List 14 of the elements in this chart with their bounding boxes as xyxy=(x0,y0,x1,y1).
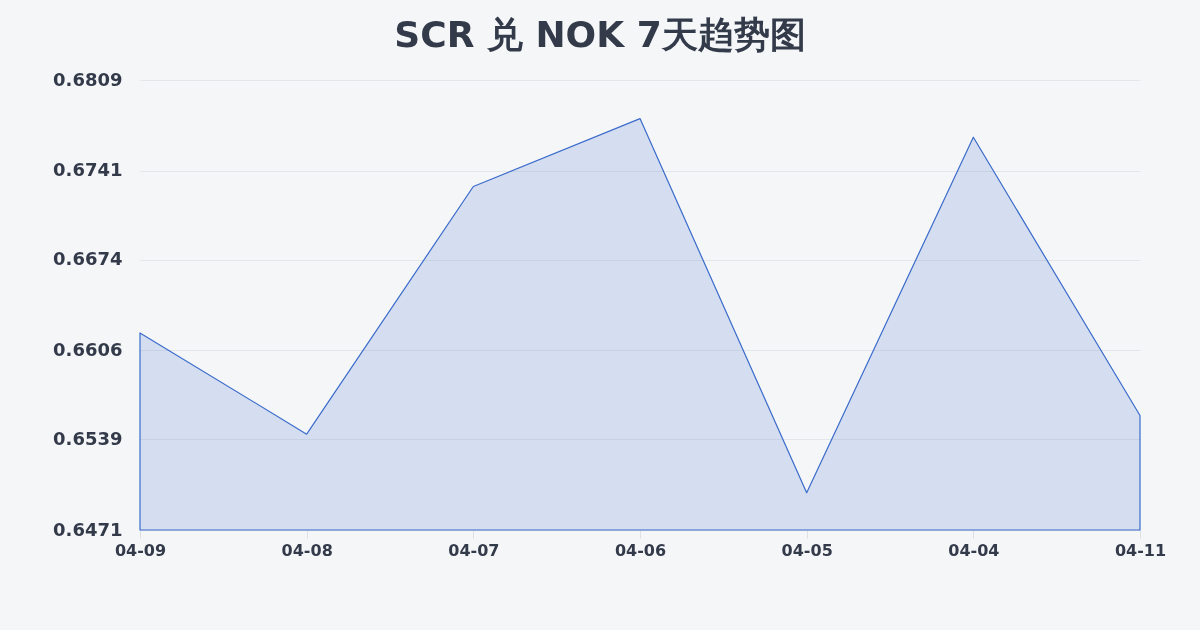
x-tick-label: 04-08 xyxy=(281,540,333,560)
y-tick-label: 0.6674 xyxy=(53,248,123,270)
chart-title: SCR 兑 NOK 7天趋势图 xyxy=(394,14,806,55)
y-tick-label: 0.6809 xyxy=(53,68,123,90)
x-tick-label: 04-05 xyxy=(781,540,833,560)
x-tick-label: 04-06 xyxy=(614,540,667,560)
y-tick-label: 0.6539 xyxy=(53,427,123,449)
x-tick-label: 04-11 xyxy=(1114,540,1167,560)
y-tick-label: 0.6471 xyxy=(53,518,123,540)
y-tick-label: 0.6741 xyxy=(53,159,123,181)
y-tick-label: 0.6606 xyxy=(53,338,123,360)
x-tick-label: 04-09 xyxy=(114,540,167,560)
x-tick-label: 04-04 xyxy=(948,540,1000,560)
x-tick-label: 04-07 xyxy=(448,540,500,560)
